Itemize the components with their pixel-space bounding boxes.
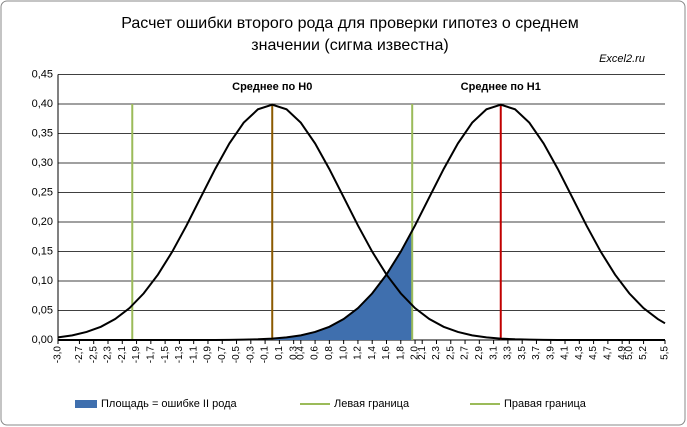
x-tick-label: 2,5 <box>445 346 456 360</box>
x-tick-label: -1,5 <box>160 346 171 364</box>
watermark: Excel2.ru <box>599 53 645 65</box>
y-tick-label: 0,00 <box>32 334 53 346</box>
x-tick-label: 0,4 <box>295 346 306 360</box>
x-tick-label: 4,7 <box>603 346 614 360</box>
y-tick-label: 0,40 <box>32 98 53 110</box>
y-tick-label: 0,15 <box>32 245 53 257</box>
x-tick-label: 3,1 <box>488 346 499 360</box>
legend-label: Правая граница <box>504 398 587 410</box>
x-tick-label: -1,9 <box>131 346 142 364</box>
x-tick-label: 2,3 <box>431 346 442 360</box>
annotation: Среднее по H0 <box>232 81 312 93</box>
x-tick-label: -0,3 <box>245 346 256 364</box>
legend-label: Левая граница <box>334 398 410 410</box>
x-tick-label: -0,9 <box>203 346 214 364</box>
x-tick-label: 3,7 <box>531 346 542 360</box>
x-tick-label: -2,5 <box>88 346 99 364</box>
y-tick-label: 0,05 <box>32 304 53 316</box>
x-tick-label: 2,1 <box>417 346 428 360</box>
legend-label: Площадь = ошибке II рода <box>101 398 237 410</box>
legend-swatch <box>75 400 97 408</box>
curve <box>57 103 665 341</box>
x-tick-label: 0,8 <box>324 346 335 360</box>
x-tick-label: 2,7 <box>460 346 471 360</box>
x-tick-label: 3,9 <box>545 346 556 360</box>
y-tick-label: 0,25 <box>32 186 53 198</box>
x-tick-label: 4,9 <box>617 346 628 360</box>
x-tick-label: 5,0 <box>624 346 635 360</box>
chart-title: Расчет ошибки второго рода для проверки … <box>121 15 579 32</box>
x-tick-label: -0,5 <box>231 346 242 364</box>
x-tick-label: 5,5 <box>660 346 671 360</box>
x-tick-label: 0,3 <box>288 346 299 360</box>
x-tick-label: 1,0 <box>338 346 349 360</box>
x-tick-label: 2,0 <box>410 346 421 360</box>
x-tick-label: 3,3 <box>503 346 514 360</box>
x-tick-label: -3,0 <box>53 346 64 364</box>
chart-title: значении (сигма известна) <box>251 37 448 54</box>
annotation: Среднее по H1 <box>461 81 541 93</box>
x-tick-label: 4,5 <box>588 346 599 360</box>
x-tick-label: -1,7 <box>145 346 156 364</box>
x-tick-label: -0,7 <box>217 346 228 364</box>
x-tick-label: 2,9 <box>474 346 485 360</box>
x-tick-label: 1,8 <box>395 346 406 360</box>
x-tick-label: -2,1 <box>117 346 128 364</box>
y-tick-label: 0,45 <box>32 68 53 80</box>
x-tick-label: -1,3 <box>174 346 185 364</box>
x-tick-label: -0,1 <box>260 346 271 364</box>
y-tick-label: 0,35 <box>32 127 53 139</box>
y-tick-label: 0,10 <box>32 275 53 287</box>
area <box>200 230 413 340</box>
x-tick-label: 5,2 <box>638 346 649 360</box>
x-tick-label: -2,7 <box>74 346 85 364</box>
x-tick-label: -2,3 <box>103 346 114 364</box>
x-tick-label: 0,6 <box>310 346 321 360</box>
x-tick-label: 1,2 <box>353 346 364 360</box>
y-tick-label: 0,30 <box>32 157 53 169</box>
curve <box>58 103 666 341</box>
x-tick-label: 0,1 <box>274 346 285 360</box>
x-tick-label: 4,3 <box>574 346 585 360</box>
x-tick-label: 1,6 <box>381 346 392 360</box>
x-tick-label: 4,1 <box>560 346 571 360</box>
x-tick-label: -1,1 <box>188 346 199 364</box>
x-tick-label: 1,4 <box>367 346 378 360</box>
y-tick-label: 0,20 <box>32 216 53 228</box>
x-tick-label: 3,5 <box>517 346 528 360</box>
